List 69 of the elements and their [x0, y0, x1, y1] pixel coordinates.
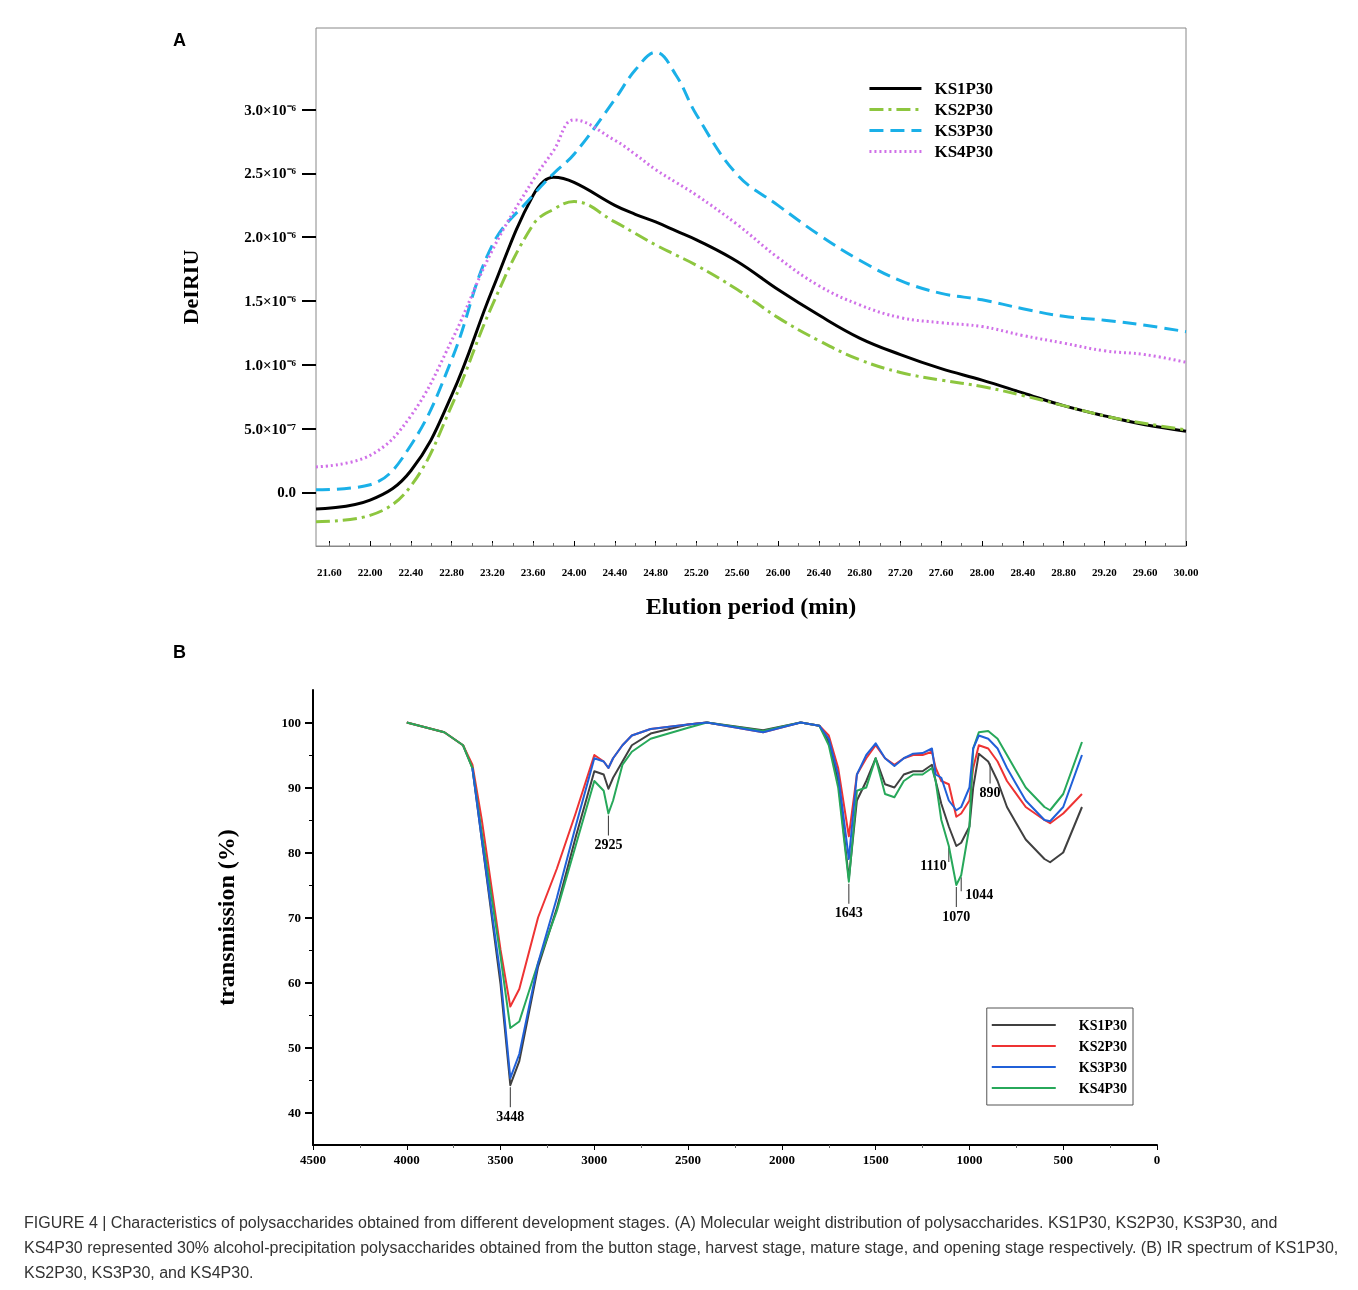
- x-tick-label: 2000: [768, 1152, 795, 1167]
- annotation: 1110: [920, 857, 947, 873]
- legend-label: KS3P30: [934, 121, 993, 140]
- x-tick-label: 23.60: [520, 565, 547, 578]
- x-tick-label: 2500: [675, 1152, 702, 1167]
- x-tick-label: 29.20: [1092, 565, 1118, 578]
- chart-title: A: [173, 30, 186, 50]
- x-tick-label: 1000: [956, 1152, 983, 1167]
- x-tick-label: 27.60: [928, 565, 955, 578]
- annotation: 890: [979, 785, 1001, 800]
- x-tick-label: 27.20: [888, 565, 914, 578]
- x-tick-label: 24.40: [602, 565, 628, 578]
- x-tick-label: 21.60: [316, 565, 343, 578]
- annotation: 1044: [965, 886, 994, 902]
- y-tick-label: 40: [288, 1105, 301, 1120]
- annotation: 1070: [942, 908, 971, 924]
- x-tick-label: 22.00: [357, 565, 383, 578]
- line-series: [314, 118, 1188, 469]
- annotation: 2925: [594, 837, 623, 852]
- y-tick-label: 80: [288, 845, 301, 860]
- x-tick-label: 22.40: [398, 565, 424, 578]
- x-tick-label: 22.80: [439, 565, 465, 578]
- caption: FIGURE 4 | Characteristics of polysaccharides obtained from different development stages. (A) Molecular weight distribution of polysaccharides. KS1P30, KS2P30, KS3P30, and KS4P30 represented 30% alcohol-precipitation polysaccharides obtained from the button stage, harvest stage, mature stage, and opening stage respectively. (B) IR spectrum of KS1P30, KS2P30, KS3P30, and KS4P30.: [24, 1213, 1339, 1283]
- y-axis-title: DeIRIU: [177, 249, 203, 325]
- x-tick-label: 24.00: [561, 565, 587, 578]
- x-tick-label: 4500: [300, 1152, 326, 1167]
- x-tick-label: 3500: [487, 1152, 514, 1167]
- y-tick-label: 70: [288, 910, 301, 925]
- x-tick-label: 3000: [581, 1152, 608, 1167]
- y-tick-label: 100: [281, 715, 301, 730]
- x-tick-label: 28.00: [969, 565, 995, 578]
- y-tick-label: 60: [288, 975, 301, 990]
- x-tick-label: 24.80: [643, 565, 669, 578]
- x-tick-label: 0: [1153, 1152, 1161, 1167]
- x-tick-label: 1500: [862, 1152, 889, 1167]
- line-series: [314, 50, 1188, 492]
- x-tick-label: 26.00: [765, 565, 791, 578]
- x-tick-label: 29.60: [1132, 565, 1159, 578]
- legend-label: KS1P30: [1078, 1017, 1128, 1033]
- x-tick-label: 26.80: [847, 565, 873, 578]
- x-axis-title: Elution period (min): [645, 593, 857, 619]
- legend-label: KS4P30: [934, 142, 993, 161]
- legend-label: KS1P30: [934, 79, 993, 98]
- x-tick-label: 25.60: [724, 565, 751, 578]
- y-tick-label: 0.0: [277, 484, 296, 501]
- x-tick-label: 23.20: [480, 565, 506, 578]
- chart-title: B: [173, 642, 186, 662]
- x-tick-label: 28.80: [1051, 565, 1077, 578]
- x-tick-label: 25.20: [684, 565, 710, 578]
- y-axis-title: transmission (%): [213, 829, 239, 1006]
- x-tick-label: 26.40: [806, 565, 832, 578]
- legend-label: KS4P30: [1078, 1080, 1128, 1096]
- y-tick-label: 1.5×10⁻⁶: [244, 293, 297, 310]
- x-tick-label: 28.40: [1010, 565, 1036, 578]
- y-tick-label: 5.0×10⁻⁷: [244, 420, 297, 437]
- legend-label: KS2P30: [1078, 1038, 1128, 1054]
- y-tick-label: 2.5×10⁻⁶: [244, 165, 297, 182]
- y-tick-label: 2.0×10⁻⁶: [244, 229, 297, 246]
- x-tick-label: 4000: [393, 1152, 420, 1167]
- annotation: 3448: [496, 1108, 525, 1124]
- y-tick-label: 1.0×10⁻⁶: [244, 356, 297, 373]
- y-tick-label: 3.0×10⁻⁶: [244, 101, 297, 118]
- y-tick-label: 50: [288, 1040, 301, 1055]
- y-tick-label: 90: [288, 780, 301, 795]
- legend-label: KS3P30: [1078, 1059, 1128, 1075]
- legend-label: KS2P30: [934, 100, 993, 119]
- x-tick-label: 30.00: [1173, 565, 1199, 578]
- x-tick-label: 500: [1053, 1152, 1073, 1167]
- annotation: 1643: [834, 905, 863, 921]
